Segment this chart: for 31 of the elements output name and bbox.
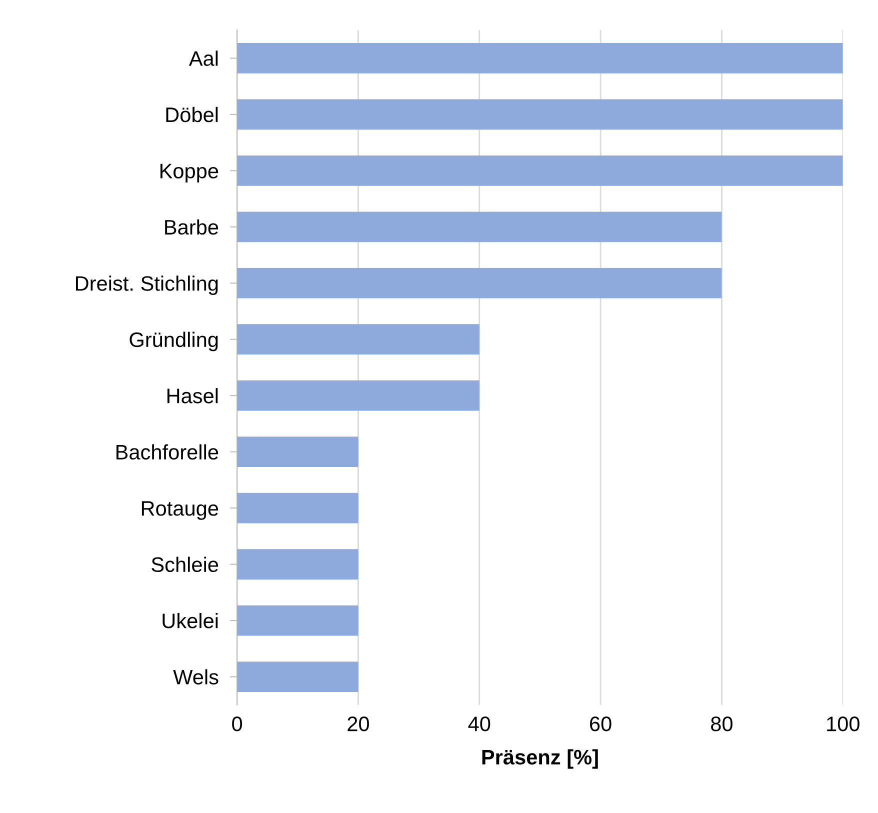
y-tick-label: Dreist. Stichling (76, 276, 218, 295)
y-tick-label: Rotauge (142, 501, 218, 520)
bar (237, 549, 358, 580)
x-tick-label: 60 (590, 716, 612, 732)
bar (237, 155, 843, 186)
y-tick-label: Bachforelle (116, 444, 218, 460)
x-tick-label: 20 (348, 716, 369, 732)
bar (237, 492, 358, 524)
y-tick-label: Aal (188, 50, 218, 66)
x-tick-label: 100 (827, 716, 860, 732)
x-tick-label: 0 (232, 716, 242, 732)
bar (237, 43, 843, 74)
y-tick-label: Wels (173, 669, 218, 685)
y-tick-label: Koppe (160, 164, 218, 183)
y-tick-label: Hasel (167, 388, 218, 404)
y-tick-label: Barbe (165, 219, 218, 235)
x-tick-label: 80 (711, 716, 732, 732)
bar (237, 662, 358, 692)
bar (237, 605, 358, 636)
x-tick-label: 40 (468, 716, 490, 732)
y-tick-label: Ukelei (162, 612, 218, 628)
x-axis-title: Präsenz [%] (482, 749, 598, 769)
bar (237, 99, 843, 130)
y-tick-label: Döbel (166, 106, 218, 122)
bar (237, 324, 480, 355)
bar (237, 436, 358, 468)
bar (237, 212, 722, 242)
y-tick-label: Schleie (152, 556, 218, 572)
bar (237, 380, 480, 411)
y-tick-label: Gründling (130, 332, 218, 352)
bar (237, 268, 722, 298)
